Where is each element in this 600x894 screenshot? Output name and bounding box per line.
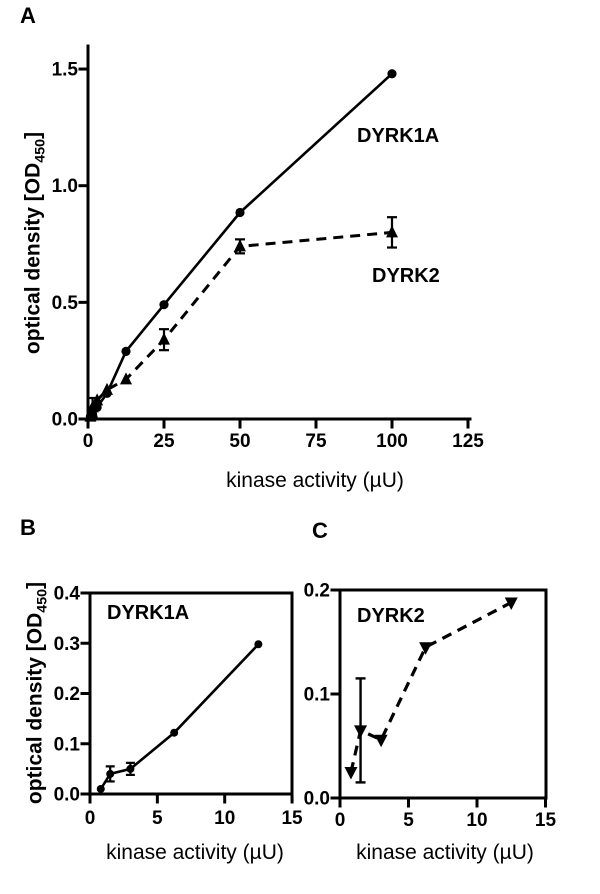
panel-a-dyrk2-data-point-marker (158, 332, 170, 345)
panel-c-dyrk2-data-point-marker (504, 597, 518, 610)
panel-b-y-tick-label: 0.1 (54, 734, 81, 755)
panel-a-dyrk1a-data-point-marker (387, 69, 397, 79)
panel-a-y-title-subscript: 450 (32, 138, 49, 163)
panel-a-dyrk2-data-point-marker (84, 409, 97, 422)
panel-b-series-label-dyrk1a: DYRK1A (107, 602, 190, 624)
panel-a-x-axis-title: kinase activity (µU) (226, 469, 404, 492)
panel-a-dyrk2-data-point-marker (234, 239, 246, 252)
panel-c-letter: C (312, 518, 328, 543)
panel-a-y-title-text: optical density [OD (21, 162, 45, 355)
panel-c-y-tick-label: 0.1 (304, 685, 331, 706)
panel-a-y-axis-title: optical density [OD450] (21, 132, 48, 354)
panel-c-dyrk2-data-point-marker (344, 767, 358, 780)
panel-c-y-tick-label: 0.0 (304, 789, 330, 810)
panel-a-series-label-dyrk2: DYRK2 (372, 265, 440, 287)
panel-a-y-tick-label: 1.5 (52, 60, 79, 81)
panel-b-y-title-text: optical density [OD (23, 612, 47, 805)
panel-a-dyrk2-data-point-marker (86, 400, 99, 413)
panel-a-y-tick-label: 0.0 (52, 410, 78, 431)
panel-a-series-line-dyrk2 (88, 230, 393, 418)
panel-a-x-tick-label: 0 (83, 431, 94, 452)
panel-a-y-tick-label: 1.0 (52, 176, 78, 197)
panel-c-dyrk2-data-point-marker (419, 642, 433, 655)
panel-c-x-tick-label: 0 (335, 810, 346, 831)
panel-c-y-tick-label: 0.2 (304, 581, 330, 602)
panel-b-y-title-subscript: 450 (34, 588, 51, 613)
panel-b-x-tick-label: 10 (214, 808, 235, 829)
panel-b-series-line-dyrk1a (99, 643, 260, 790)
panel-a-dyrk2-data-point-marker (101, 382, 113, 395)
panel-c-x-tick-label: 15 (535, 810, 557, 831)
panel-a-series-label-dyrk1a: DYRK1A (357, 125, 440, 147)
panel-a-dyrk2-data-point-marker (91, 393, 104, 406)
panel-b-y-tick-label: 0.4 (54, 584, 81, 605)
panel-a-letter: A (20, 3, 36, 28)
panel-a-y-title-bracket: ] (21, 131, 45, 139)
panel-a-x-tick-label: 25 (153, 431, 175, 452)
panel-a-x-tick-label: 125 (452, 431, 484, 452)
panel-c-dyrk2-data-point-marker (374, 734, 388, 748)
panel-c-x-tick-label: 10 (466, 810, 487, 831)
panel-b-y-tick-label: 0.3 (54, 634, 80, 655)
panel-a-dyrk1a-data-point-marker (159, 300, 169, 310)
panel-b-y-axis-title: optical density [OD450] (23, 582, 50, 804)
panel-c-series-label-dyrk2: DYRK2 (357, 605, 425, 627)
panel-a-dyrk2-data-point-marker (120, 372, 132, 385)
panel-c-plot-frame (338, 588, 548, 800)
panel-b-x-tick-label: 0 (85, 808, 96, 829)
panel-b-x-axis-title: kinase activity (µU) (106, 841, 284, 864)
panel-b-dyrk1a-data-point-marker (126, 764, 135, 773)
panel-a-y-tick-label: 0.5 (52, 293, 79, 314)
panel-a-dyrk2-data-point-marker (386, 225, 398, 238)
panel-b-y-tick-label: 0.0 (54, 785, 80, 806)
panel-b-letter: B (20, 515, 36, 540)
panel-b-x-tick-label: 5 (152, 808, 163, 829)
panel-a-x-tick-label: 50 (229, 431, 250, 452)
panel-b-y-tick-label: 0.2 (54, 684, 80, 705)
panel-b-plot-frame (88, 591, 294, 796)
panel-b-dyrk1a-data-point-marker (106, 769, 115, 778)
panel-b-dyrk1a-data-point-marker (254, 640, 263, 649)
panel-b-dyrk1a-data-point-marker (170, 728, 179, 737)
panel-b-dyrk1a-data-point-marker (96, 784, 105, 793)
panel-b-y-title-bracket: ] (23, 581, 47, 589)
panel-c-x-axis-title: kinase activity (µU) (356, 841, 534, 864)
panel-c-x-tick-label: 5 (403, 810, 414, 831)
panel-a-x-tick-label: 75 (305, 431, 327, 452)
panel-a-dyrk1a-data-point-marker (235, 207, 245, 218)
panel-c-dyrk2-data-point-marker (354, 725, 368, 738)
panel-a-x-tick-label: 100 (376, 431, 408, 452)
panel-a-dyrk1a-data-point-marker (121, 346, 131, 356)
panel-b-x-tick-label: 15 (281, 808, 303, 829)
